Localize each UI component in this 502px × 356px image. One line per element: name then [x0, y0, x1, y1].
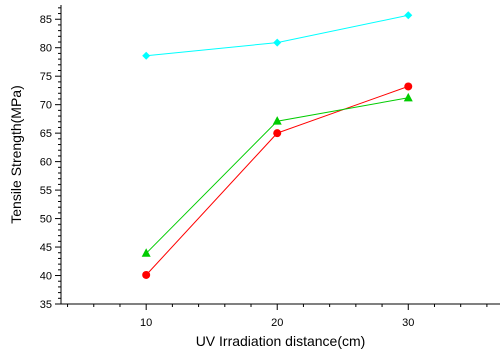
series-point-1 — [273, 38, 282, 47]
x-tick-label: 30 — [402, 317, 414, 329]
x-axis-title: UV Irradiation distance(cm) — [196, 333, 366, 349]
series-point-1 — [142, 51, 151, 60]
y-tick-label: 50 — [40, 214, 52, 226]
series-point-3 — [272, 116, 282, 125]
series-point-2 — [404, 82, 413, 91]
series-line-1 — [146, 14, 409, 57]
y-tick-label: 80 — [40, 43, 52, 55]
series-point-2 — [142, 270, 151, 279]
y-tick-label: 40 — [40, 271, 52, 283]
series-layer — [141, 11, 413, 279]
y-tick-label: 60 — [40, 157, 52, 169]
series-point-1 — [404, 11, 413, 20]
y-tick-label: 35 — [40, 299, 52, 311]
x-axis: 10 20 30 — [67, 304, 488, 329]
y-tick-label: 75 — [40, 71, 52, 83]
series-point-2 — [273, 129, 282, 138]
x-tick-label: 20 — [271, 317, 283, 329]
y-axis-title: Tensile Strength(MPa) — [8, 85, 24, 224]
y-tick-label: 45 — [40, 242, 52, 254]
x-tick-label: 10 — [140, 317, 152, 329]
plot-frame — [60, 5, 500, 305]
y-tick-label: 65 — [40, 128, 52, 140]
y-axis: 35 40 45 50 55 60 65 70 75 80 85 — [40, 7, 61, 311]
series-line-2 — [145, 85, 409, 276]
y-tick-label: 85 — [40, 14, 52, 26]
series-point-3 — [403, 92, 413, 102]
y-tick-label: 55 — [40, 185, 52, 197]
series-point-3 — [141, 248, 151, 257]
y-tick-label: 70 — [40, 100, 52, 112]
